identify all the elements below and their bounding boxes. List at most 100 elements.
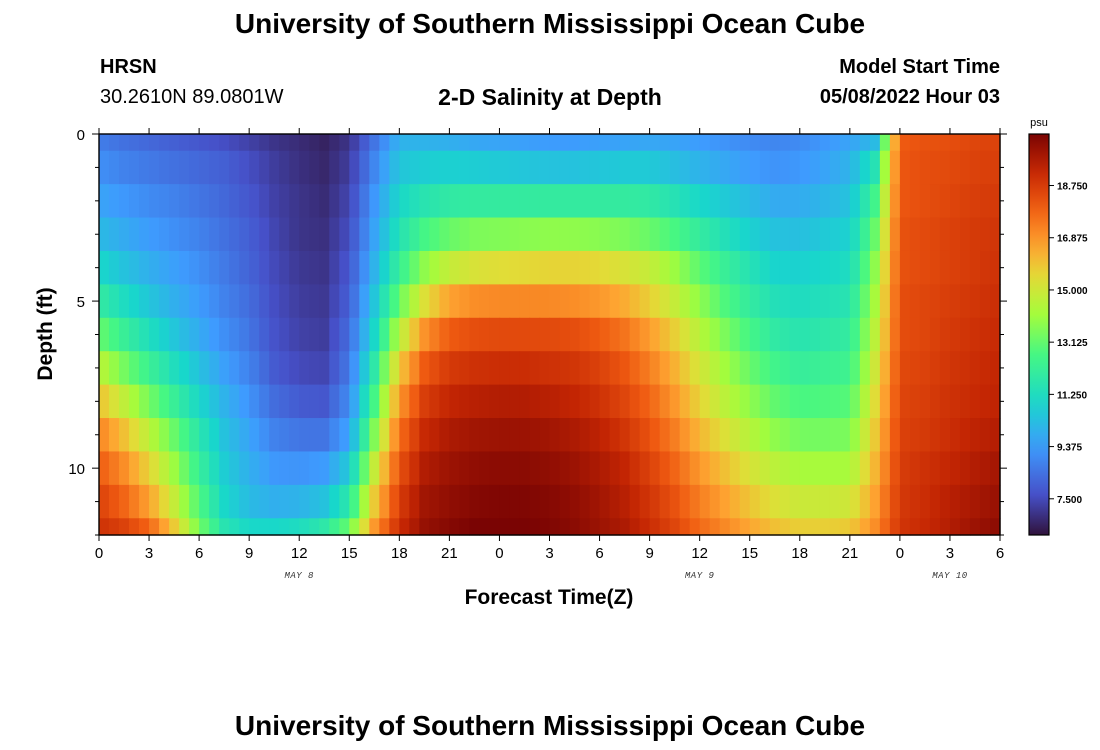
heatmap-cell [119, 284, 130, 319]
heatmap-cell [749, 184, 761, 219]
heatmap-cell [879, 351, 891, 386]
heatmap-cell [719, 150, 731, 185]
heatmap-cell [679, 250, 691, 285]
heatmap-cell [389, 518, 400, 536]
heatmap-cell [319, 217, 330, 252]
heatmap-cell [219, 518, 230, 536]
heatmap-cell [759, 317, 771, 352]
heatmap-cell [679, 384, 691, 419]
heatmap-cell [159, 451, 170, 486]
heatmap-cell [99, 351, 110, 386]
heatmap-cell [989, 134, 1001, 152]
heatmap-cell [489, 317, 501, 352]
colorbar-tick-label: 16.875 [1057, 234, 1088, 245]
heatmap-cell [599, 384, 611, 419]
heatmap-cell [719, 351, 731, 386]
heatmap-cell [929, 351, 941, 386]
heatmap-cell [399, 284, 410, 319]
heatmap-cell [509, 150, 521, 185]
heatmap-cell [169, 317, 180, 352]
heatmap-cell [549, 418, 561, 453]
heatmap-cell [859, 384, 871, 419]
heatmap-cell [529, 451, 541, 486]
heatmap-cell [809, 150, 821, 185]
heatmap-cell [579, 217, 591, 252]
heatmap-cell [649, 250, 661, 285]
heatmap-cell [229, 250, 240, 285]
heatmap-cell [809, 484, 821, 519]
heatmap-cell [849, 484, 861, 519]
colorbar-tick-label: 15.000 [1057, 286, 1088, 297]
heatmap-cell [959, 351, 971, 386]
y-tick-label: 5 [77, 294, 85, 311]
heatmap-cell [139, 217, 150, 252]
heatmap-cell [759, 518, 771, 536]
heatmap-cell [669, 484, 681, 519]
heatmap-cell [749, 150, 761, 185]
heatmap-cell [169, 418, 180, 453]
heatmap-cell [599, 134, 611, 152]
heatmap-cell [799, 384, 811, 419]
heatmap-cell [739, 317, 751, 352]
heatmap-cell [699, 317, 711, 352]
heatmap-cell [879, 284, 891, 319]
heatmap-cell [439, 284, 450, 319]
heatmap-cell [789, 250, 801, 285]
heatmap-cell [369, 451, 380, 486]
heatmap-cell [859, 150, 871, 185]
heatmap-cell [429, 184, 440, 219]
heatmap-cell [359, 418, 370, 453]
heatmap-cell [979, 518, 991, 536]
heatmap-cell [249, 351, 260, 386]
heatmap-cell [369, 418, 380, 453]
heatmap-cell [109, 451, 120, 486]
heatmap-cell [529, 134, 541, 152]
heatmap-cell [449, 484, 460, 519]
heatmap-cell [439, 250, 450, 285]
heatmap-cell [319, 451, 330, 486]
heatmap-cell [579, 284, 591, 319]
heatmap-cell [419, 284, 430, 319]
heatmap-cell [199, 518, 210, 536]
heatmap-cell [429, 217, 440, 252]
heatmap-cell [609, 134, 621, 152]
heatmap-cell [899, 518, 911, 536]
heatmap-cell [719, 134, 731, 152]
heatmap-cell [269, 150, 280, 185]
heatmap-cell [519, 418, 531, 453]
heatmap-cell [329, 518, 340, 536]
heatmap-cell [889, 134, 901, 152]
heatmap-cell [439, 351, 450, 386]
heatmap-cell [199, 250, 210, 285]
heatmap-cell [419, 518, 430, 536]
heatmap-cell [739, 351, 751, 386]
heatmap-cell [909, 518, 921, 536]
heatmap-cell [709, 484, 721, 519]
heatmap-cell [589, 217, 601, 252]
heatmap-cell [99, 317, 110, 352]
heatmap-cell [559, 217, 571, 252]
heatmap-cell [839, 518, 851, 536]
heatmap-cell [769, 150, 781, 185]
heatmap-cell [369, 250, 380, 285]
heatmap-cell [469, 351, 481, 386]
heatmap-cell [479, 351, 491, 386]
heatmap-cell [219, 351, 230, 386]
heatmap-cell [909, 351, 921, 386]
heatmap-cell [309, 134, 320, 152]
heatmap-cell [359, 134, 370, 152]
heatmap-cell [849, 150, 861, 185]
heatmap-cell [479, 518, 491, 536]
heatmap-cell [629, 317, 641, 352]
heatmap-cell [99, 284, 110, 319]
heatmap-cell [329, 150, 340, 185]
heatmap-cell [739, 134, 751, 152]
heatmap-cell [579, 484, 591, 519]
heatmap-cell [649, 384, 661, 419]
heatmap-cell [749, 317, 761, 352]
heatmap-cell [149, 284, 160, 319]
heatmap-cell [119, 134, 130, 152]
heatmap-cell [219, 150, 230, 185]
heatmap-cell [879, 384, 891, 419]
heatmap-cell [439, 184, 450, 219]
